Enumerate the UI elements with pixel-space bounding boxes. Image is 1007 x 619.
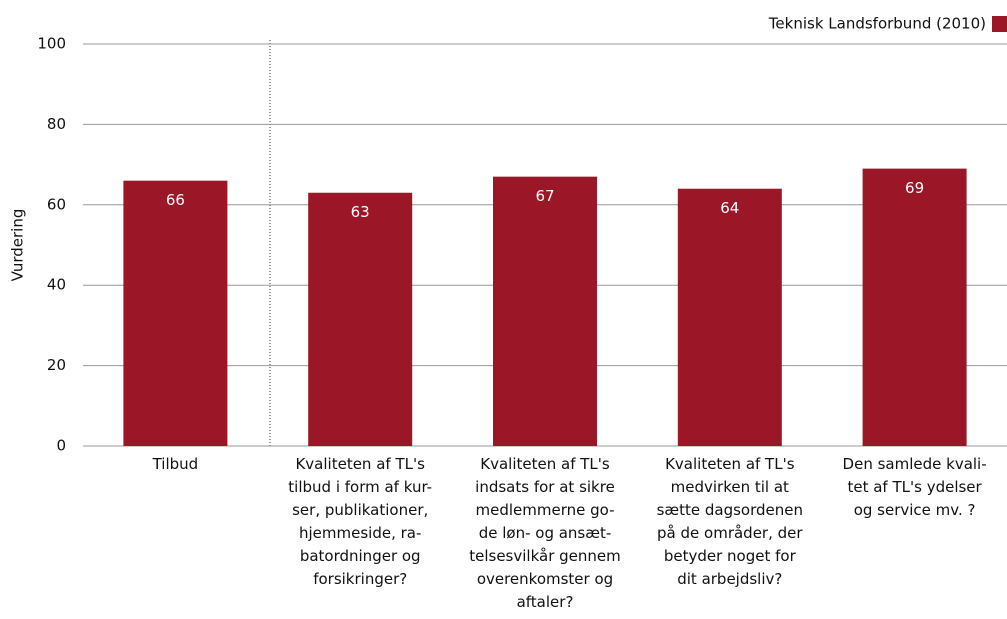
value-label: 64 <box>720 199 739 217</box>
x-tick-label: Tilbud <box>152 455 199 473</box>
value-label: 69 <box>905 179 924 197</box>
x-tick-label: Kvaliteten af TL's indsats for at sikre me… <box>469 455 621 611</box>
bar <box>123 180 228 446</box>
value-label: 67 <box>535 187 554 205</box>
y-tick-label: 40 <box>47 276 66 294</box>
x-tick-label: Kvaliteten af TL's tilbud i form af kur-s… <box>288 455 432 588</box>
y-tick-label: 80 <box>47 115 66 133</box>
y-tick-label: 20 <box>47 356 66 374</box>
y-tick-label: 60 <box>47 195 66 213</box>
y-axis-label: Vurdering <box>9 209 27 282</box>
value-label: 63 <box>351 203 370 221</box>
legend-label: Teknisk Landsforbund (2010) <box>768 15 986 33</box>
x-tick-label: Kvaliteten af TL's medvirken til at sætte … <box>657 455 804 588</box>
x-tick-label: Den samlede kvali-tet af TL's ydelser og … <box>843 455 987 519</box>
bar <box>677 188 782 446</box>
bar <box>308 192 413 446</box>
bar <box>862 168 967 446</box>
legend-swatch <box>992 16 1007 32</box>
y-tick-label: 0 <box>56 437 66 455</box>
y-tick-label: 100 <box>37 35 66 53</box>
value-label: 66 <box>166 191 185 209</box>
bar <box>493 176 597 446</box>
